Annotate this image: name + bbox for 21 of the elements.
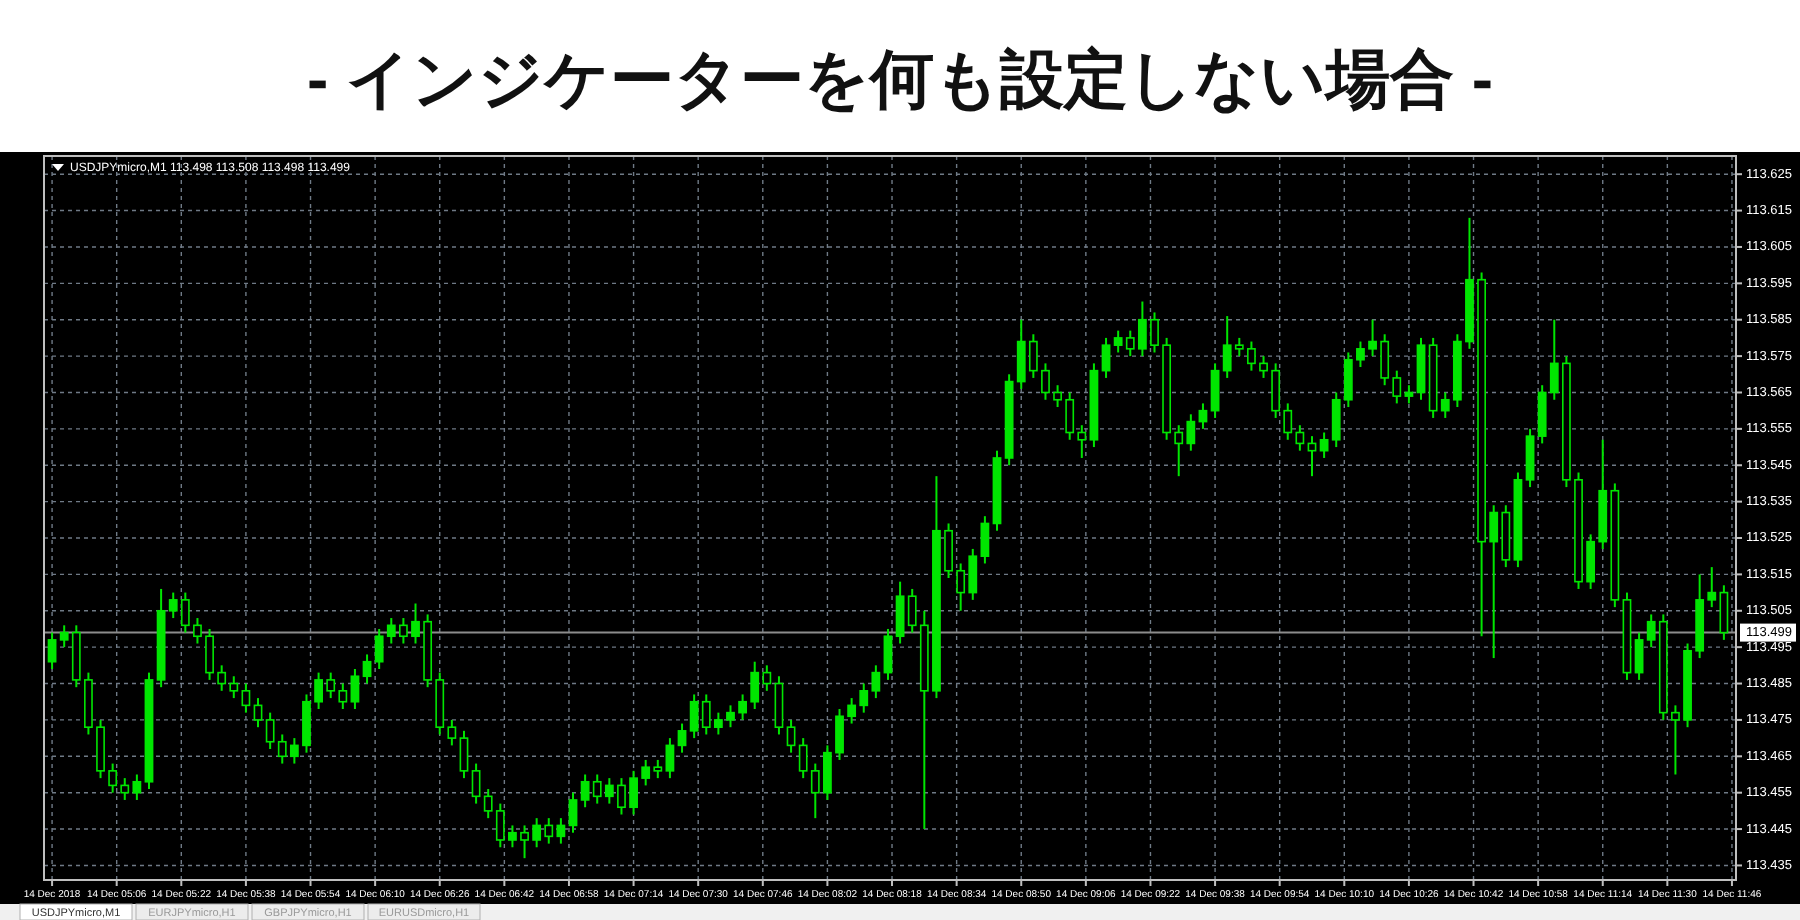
candlestick — [774, 675, 784, 736]
candlestick — [459, 729, 469, 780]
candlestick — [1101, 336, 1111, 379]
candlestick — [1210, 362, 1220, 419]
candlestick — [1634, 631, 1644, 681]
candlestick — [471, 762, 481, 805]
candlestick — [350, 667, 360, 711]
candlestick — [1416, 336, 1426, 401]
candlestick — [1525, 427, 1535, 489]
candlestick — [677, 722, 687, 754]
candlestick — [253, 697, 263, 729]
candlestick — [568, 791, 578, 834]
candlestick — [883, 627, 893, 681]
candlestick — [1404, 384, 1414, 405]
candlestick — [895, 580, 905, 645]
candlestick — [362, 653, 372, 685]
candlestick — [665, 737, 675, 780]
candlestick — [786, 718, 796, 754]
candlestick — [241, 682, 251, 714]
candlestick — [47, 631, 57, 670]
chart-title: - インジケーターを何も設定しない場合 - — [306, 42, 1494, 115]
